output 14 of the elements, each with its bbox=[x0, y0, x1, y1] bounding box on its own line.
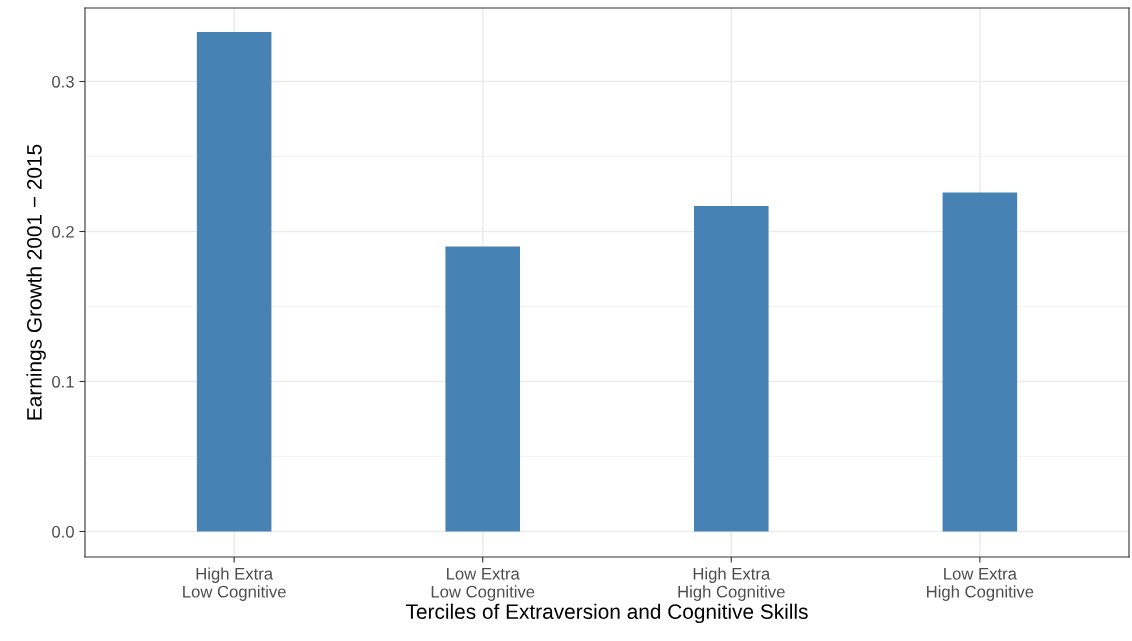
y-axis-title: Earnings Growth 2001 − 2015 bbox=[26, 144, 46, 420]
x-tick-label: High Extra Low Cognitive bbox=[183, 567, 286, 601]
bar bbox=[942, 192, 1018, 532]
y-tick-label: 0.0 bbox=[52, 525, 74, 538]
x-axis-title: Terciles of Extraversion and Cognitive Skills bbox=[406, 603, 808, 624]
x-tick-label: Low Extra High Cognitive bbox=[927, 568, 1034, 601]
bar bbox=[694, 206, 769, 532]
x-tick-label: Low Extra Low Cognitive bbox=[431, 568, 535, 601]
y-tick-label: 0.2 bbox=[52, 225, 74, 238]
bar bbox=[196, 32, 272, 532]
y-tick-label: 0.3 bbox=[52, 75, 74, 88]
x-tick-label: High Extra High Cognitive bbox=[678, 567, 785, 601]
bar bbox=[445, 246, 520, 532]
y-tick-label: 0.1 bbox=[52, 375, 74, 388]
